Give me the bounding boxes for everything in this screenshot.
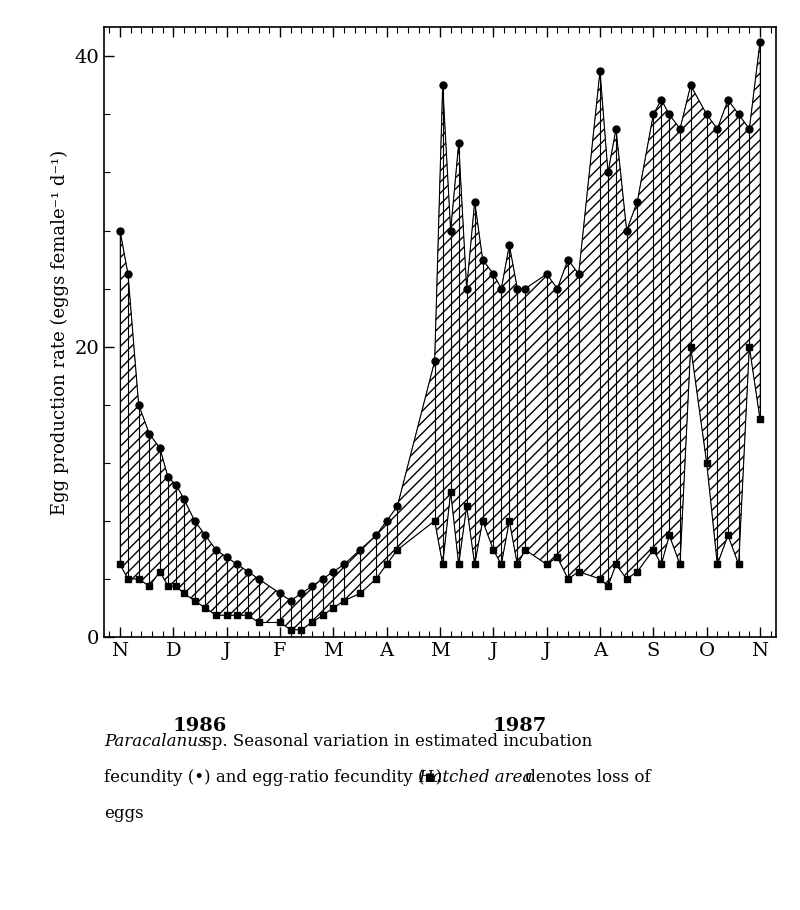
- Text: denotes loss of: denotes loss of: [520, 769, 650, 786]
- Text: Hatched area: Hatched area: [418, 769, 533, 786]
- Text: Paracalanus: Paracalanus: [104, 733, 206, 750]
- Text: fecundity (•) and egg-ratio fecundity (▪).: fecundity (•) and egg-ratio fecundity (▪…: [104, 769, 453, 786]
- Text: 1986: 1986: [173, 717, 227, 735]
- Text: eggs: eggs: [104, 805, 144, 823]
- Text: sp. Seasonal variation in estimated incubation: sp. Seasonal variation in estimated incu…: [198, 733, 593, 750]
- Text: 1987: 1987: [493, 717, 547, 735]
- Y-axis label: Egg production rate (eggs female⁻¹ d⁻¹): Egg production rate (eggs female⁻¹ d⁻¹): [50, 149, 69, 515]
